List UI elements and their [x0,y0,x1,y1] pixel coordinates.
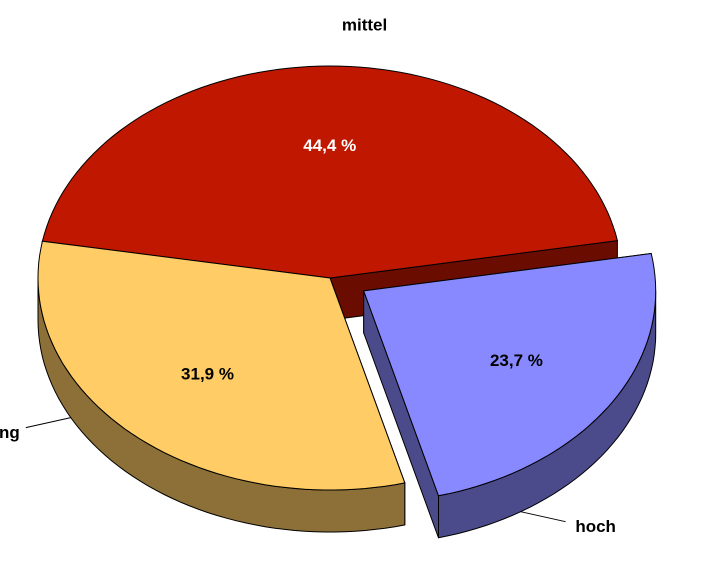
category-label: mittel [342,15,387,34]
labels: 44,4 % mittel 23,7 % hoch 31,9 % gering [0,15,616,536]
slice-tops [37,65,657,497]
category-label: gering [0,423,20,442]
data-label: 23,7 % [490,351,543,370]
pie-slice [37,240,406,491]
data-label: 31,9 % [181,364,234,383]
pie-slice [41,65,619,279]
leader-line [520,511,566,523]
leader-line [25,417,71,429]
category-label: hoch [575,517,616,536]
pie-slice [363,252,657,497]
data-label: 44,4 % [303,136,356,155]
